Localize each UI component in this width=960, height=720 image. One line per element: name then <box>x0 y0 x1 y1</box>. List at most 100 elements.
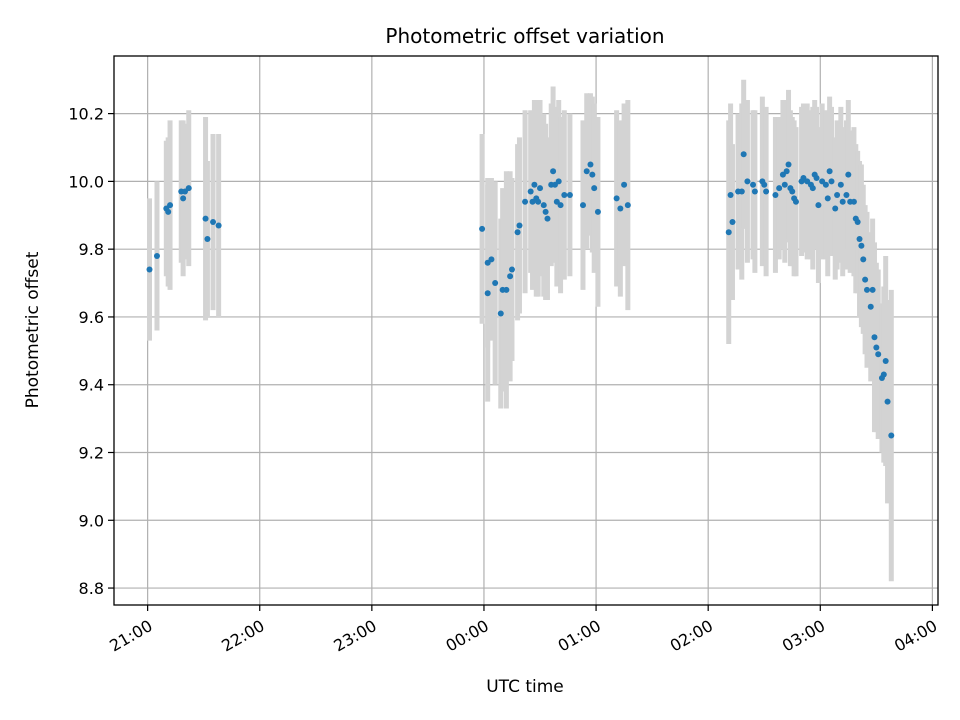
data-point <box>873 344 880 351</box>
data-point <box>210 219 217 226</box>
data-point <box>725 229 732 236</box>
y-tick-label: 9.0 <box>79 511 104 530</box>
data-point <box>492 280 499 287</box>
data-point <box>785 161 792 168</box>
data-point <box>828 178 835 185</box>
data-point <box>888 432 895 439</box>
data-point <box>776 185 783 192</box>
y-tick-label: 10.0 <box>68 172 104 191</box>
data-point <box>822 181 829 188</box>
data-point <box>544 215 551 222</box>
data-point <box>792 198 799 205</box>
data-point <box>591 185 598 192</box>
data-point <box>738 188 745 195</box>
data-point <box>882 358 889 364</box>
data-point <box>763 188 770 195</box>
data-point <box>507 273 514 280</box>
data-point <box>871 334 878 341</box>
y-tick-label: 8.8 <box>79 579 104 598</box>
data-point <box>185 185 192 192</box>
data-point <box>516 222 523 229</box>
data-point <box>540 202 547 209</box>
data-point <box>826 168 833 175</box>
data-point <box>204 236 211 242</box>
data-point <box>869 286 876 293</box>
data-point <box>479 225 486 232</box>
data-point <box>589 171 596 178</box>
plot-frame <box>113 55 939 606</box>
data-point <box>594 208 601 215</box>
data-point <box>875 351 882 358</box>
data-point <box>550 168 557 175</box>
data-point <box>503 286 510 293</box>
chart-title: Photometric offset variation <box>385 24 664 48</box>
data-point <box>880 371 887 378</box>
data-point <box>531 181 538 188</box>
data-point <box>834 191 841 198</box>
y-axis-label: Photometric offset <box>23 251 43 408</box>
data-point <box>884 398 891 405</box>
y-tick-label: 10.2 <box>68 105 104 124</box>
data-point <box>809 185 816 192</box>
data-point <box>843 191 850 198</box>
data-point <box>566 191 573 198</box>
data-point <box>832 205 839 212</box>
y-tick-label: 9.4 <box>79 376 104 395</box>
data-point <box>862 276 869 283</box>
data-point <box>815 202 822 209</box>
data-point <box>535 198 542 205</box>
data-point <box>508 266 515 273</box>
data-point <box>783 168 790 175</box>
data-point <box>744 178 751 185</box>
data-point <box>813 175 820 181</box>
data-point <box>587 161 594 168</box>
data-point <box>621 181 628 188</box>
data-point <box>863 286 870 293</box>
data-point <box>860 256 867 263</box>
data-point <box>845 171 852 178</box>
data-point <box>488 256 495 263</box>
data-point <box>215 222 222 229</box>
y-axis: 8.8 9.0 9.2 9.4 9.6 9.8 10.0 10.2 <box>68 105 114 598</box>
data-point <box>858 242 865 249</box>
data-point <box>514 229 521 236</box>
data-point <box>583 168 590 175</box>
data-point <box>740 151 747 158</box>
data-point <box>839 198 846 205</box>
data-point <box>781 181 788 188</box>
data-points <box>146 151 895 439</box>
x-axis-label: UTC time <box>486 677 564 697</box>
data-point <box>527 188 534 195</box>
data-point <box>750 181 757 188</box>
data-point <box>557 202 564 209</box>
data-point <box>561 191 568 198</box>
data-point <box>167 202 174 209</box>
data-point <box>761 181 768 188</box>
data-point <box>729 219 736 226</box>
data-point <box>165 208 172 215</box>
data-point <box>751 188 758 195</box>
data-point <box>579 202 586 209</box>
data-point <box>772 191 779 198</box>
data-point <box>824 195 831 202</box>
data-point <box>856 236 863 242</box>
data-point <box>202 215 209 222</box>
data-point <box>180 195 187 202</box>
data-point <box>624 202 631 209</box>
data-point <box>850 198 857 205</box>
y-tick-label: 9.8 <box>79 240 104 259</box>
data-point <box>497 310 504 317</box>
data-point <box>854 219 861 226</box>
data-point <box>727 191 734 198</box>
data-point <box>613 195 620 202</box>
data-point <box>484 290 491 297</box>
data-point <box>789 188 796 195</box>
data-point <box>537 185 544 192</box>
data-point <box>867 303 874 310</box>
data-point <box>542 208 549 215</box>
y-tick-label: 9.6 <box>79 308 104 327</box>
data-point <box>837 181 844 188</box>
data-point <box>522 198 529 205</box>
data-point <box>617 205 624 212</box>
